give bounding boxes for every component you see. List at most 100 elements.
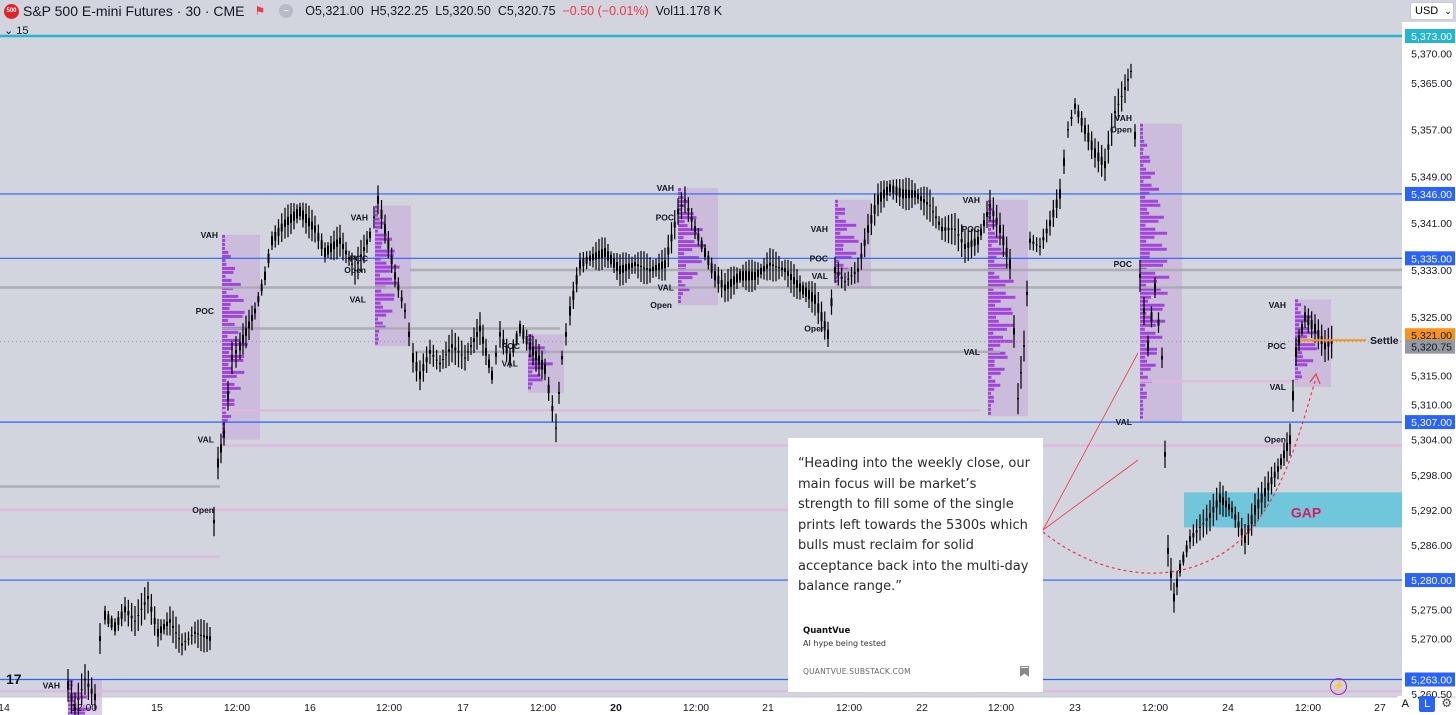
profile-label: VAH (351, 212, 368, 222)
level-badge-label: 5,280.00 (1411, 575, 1452, 587)
profile-bar (1140, 239, 1147, 243)
profile-bar (1295, 323, 1300, 327)
candle-body (1130, 70, 1132, 72)
profile-bar (375, 229, 379, 233)
profile-bar (222, 250, 229, 254)
quote-url[interactable]: QUANTVUE.SUBSTACK.COM (803, 667, 911, 676)
candle-body (529, 342, 531, 350)
candle-body (373, 216, 375, 219)
candle-body (1002, 236, 1005, 246)
candle-body (339, 237, 341, 244)
profile-bar (678, 256, 699, 260)
candle-body (502, 339, 505, 346)
candle-body (664, 260, 666, 269)
indicator-row[interactable]: ⌄ 15 (4, 25, 29, 37)
profile-bar (835, 235, 855, 239)
profile-bar (988, 371, 1001, 375)
candle-body (751, 271, 753, 281)
currency-select[interactable]: USD ⌄ (1410, 2, 1454, 20)
candle-body (598, 250, 600, 259)
flag-icon[interactable]: ⚑ (254, 4, 266, 18)
candle-body (766, 264, 768, 269)
candle-body (1026, 292, 1028, 295)
profile-bar (988, 299, 1001, 303)
candle-body (687, 208, 690, 212)
profile-bar (678, 232, 698, 236)
candle-body (944, 227, 947, 231)
profile-bar (1140, 211, 1150, 215)
level-badge-label: 5,335.00 (1411, 253, 1452, 265)
level-badge (1405, 186, 1455, 201)
candle-body (1209, 513, 1211, 518)
time-tick-label: 12:00 (683, 702, 709, 714)
candle-body (730, 278, 732, 287)
candle-body (658, 263, 660, 270)
candle-body (357, 262, 359, 264)
candle-body (920, 196, 922, 201)
candle-body (799, 283, 801, 292)
gear-icon[interactable]: ⚙ (1441, 696, 1452, 710)
more-dots-icon[interactable]: − (279, 4, 294, 18)
profile-bar (678, 288, 690, 292)
time-tick-label: 22 (916, 702, 928, 714)
profile-bar (375, 317, 378, 321)
profile-label: VAL (1270, 382, 1286, 392)
candle-body (1157, 319, 1160, 326)
profile-bar (1140, 359, 1147, 363)
lightning-icon[interactable]: ⚡ (1330, 678, 1347, 695)
candle-body (351, 263, 353, 265)
candle-body (1139, 274, 1141, 278)
low-value: 5,320.50 (442, 4, 491, 18)
symbol-title[interactable]: S&P 500 E-mini Futures · 30 · CME (23, 3, 245, 19)
profile-bar (1140, 203, 1161, 207)
profile-label: VAH (811, 224, 828, 234)
profile-bar (1140, 171, 1155, 175)
price-badge (1405, 328, 1455, 343)
candle-body (194, 631, 196, 634)
candle-body (1219, 494, 1221, 503)
candle-body (454, 347, 457, 351)
candle-body (1055, 199, 1058, 208)
profile-bar (678, 244, 706, 248)
candle-body (820, 312, 823, 322)
candle-body (1067, 128, 1069, 131)
candle-body (491, 370, 493, 380)
candle-body (157, 628, 159, 637)
log-scale-button[interactable]: L (1419, 696, 1436, 712)
profile-bar (835, 259, 840, 263)
profile-bar (1295, 331, 1320, 335)
profile-bar (1140, 391, 1147, 395)
auto-scale-button[interactable]: A (1397, 696, 1414, 712)
profile-bar (678, 248, 693, 252)
profile-bar (222, 330, 239, 334)
profile-bar (222, 318, 229, 322)
profile-bar (988, 219, 997, 223)
profile-bar (222, 310, 245, 314)
candle-body (582, 258, 585, 267)
candle-body (757, 269, 759, 278)
candle-body (541, 360, 543, 370)
candle-body (1192, 533, 1195, 538)
candle-body (880, 192, 882, 202)
candle-body (110, 618, 113, 628)
profile-bar (678, 220, 685, 224)
candle-body (805, 287, 807, 297)
candle-body (886, 186, 888, 196)
profile-bar (988, 287, 994, 291)
candle-body (1009, 259, 1011, 269)
price-tick-label: 5,275.00 (1411, 604, 1452, 616)
candle-body (754, 271, 756, 280)
candle-body (299, 206, 301, 217)
candle-body (547, 384, 550, 394)
level-badge-label: 5,346.00 (1411, 189, 1452, 201)
bookmark-icon[interactable] (1020, 666, 1029, 677)
profile-bar (375, 253, 394, 257)
candle-body (120, 611, 123, 619)
candle-body (460, 354, 463, 356)
profile-bar (1140, 163, 1144, 167)
profile-bar (988, 303, 995, 307)
profile-bar (222, 270, 234, 274)
candle-body (311, 221, 313, 230)
profile-bar (222, 346, 233, 350)
